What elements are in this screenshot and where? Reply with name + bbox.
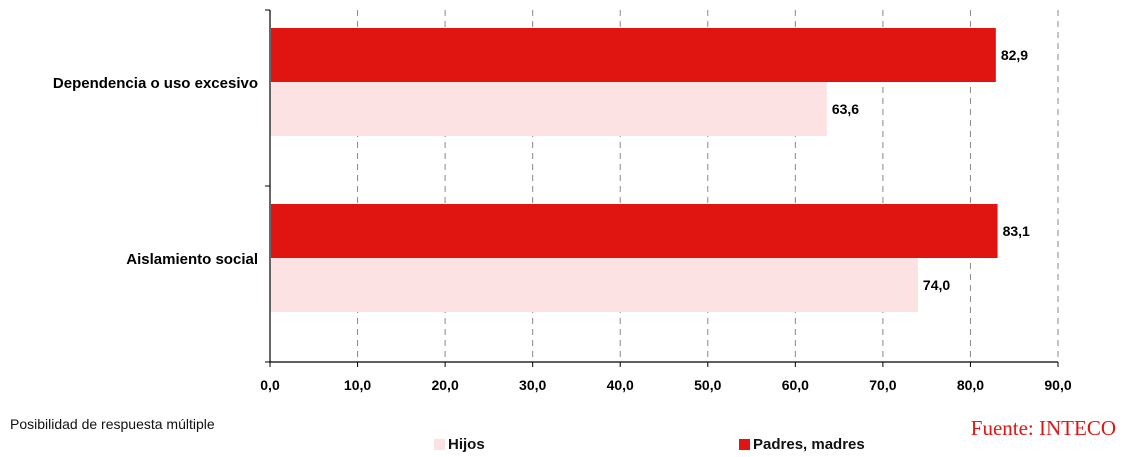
value-label: 83,1 (1003, 223, 1030, 239)
value-label: 63,6 (832, 101, 859, 117)
value-label: 74,0 (923, 277, 950, 293)
category-label: Dependencia o uso excesivo (53, 75, 258, 92)
x-tick-label: 40,0 (607, 377, 634, 393)
bar (271, 82, 827, 136)
category-label: Aislamiento social (126, 251, 258, 268)
value-label: 82,9 (1001, 47, 1028, 63)
legend-item-hijos: Hijos (434, 436, 485, 453)
legend-item-padres-madres: Padres, madres (739, 436, 865, 453)
multiple-response-note: Posibilidad de respuesta múltiple (10, 416, 215, 432)
x-tick-label: 50,0 (694, 377, 721, 393)
source-label: Fuente: INTECO (970, 416, 1116, 440)
x-tick-label: 90,0 (1044, 377, 1071, 393)
bar (271, 204, 998, 258)
x-tick-label: 10,0 (344, 377, 371, 393)
x-tick-label: 60,0 (782, 377, 809, 393)
legend-swatch-padres-madres (739, 439, 750, 450)
x-tick-label: 70,0 (869, 377, 896, 393)
x-tick-label: 20,0 (431, 377, 458, 393)
x-tick-label: 30,0 (519, 377, 546, 393)
legend-label-hijos: Hijos (448, 436, 485, 453)
legend-swatch-hijos (434, 439, 445, 450)
bar (271, 28, 996, 82)
x-tick-label: 0,0 (260, 377, 280, 393)
bar (271, 258, 918, 312)
bar-chart: 0,0 10,0 20,0 30,0 40,0 50,0 60,0 70,0 80,0 90,0 8… (53, 9, 1072, 393)
legend-label-padres-madres: Padres, madres (753, 436, 865, 453)
x-tick-label: 80,0 (957, 377, 984, 393)
